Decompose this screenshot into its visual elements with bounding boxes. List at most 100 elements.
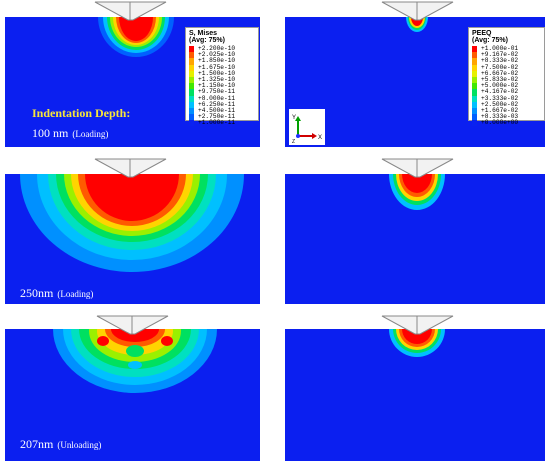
legend-swatch <box>472 101 477 108</box>
peeq-contour-plot-2 <box>389 174 445 210</box>
indenter-tip-1b <box>381 1 454 21</box>
legend-row: +8.000e-11 <box>186 94 258 102</box>
legend-row: +1.000e-01 <box>469 45 544 53</box>
legend-value: +1.000e-11 <box>198 119 236 127</box>
legend-value: +1.000e-01 <box>481 45 519 52</box>
legend-swatch <box>189 83 194 90</box>
legend-value: +1.150e-10 <box>198 82 236 90</box>
coordinate-triad: Y X Z <box>289 109 325 145</box>
legend-value: +4.167e-02 <box>481 88 519 96</box>
legend-swatch <box>472 70 477 77</box>
legend-row: +1.500e-10 <box>186 69 258 77</box>
axis-triad-icon: Y X Z <box>292 115 322 145</box>
legend-row: +6.250e-11 <box>186 100 258 108</box>
legend-swatch <box>472 95 477 102</box>
legend-value: +1.850e-10 <box>198 57 236 65</box>
peeq-contour-panel-207nm <box>285 329 545 461</box>
indenter-tip-2a <box>94 158 167 178</box>
legend-swatch <box>189 114 194 121</box>
indenter-tip-2b <box>381 158 454 178</box>
legend-value: +5.833e-02 <box>481 75 519 83</box>
legend-value: +2.200e-10 <box>198 45 236 52</box>
legend-value: +6.250e-11 <box>198 100 236 108</box>
legend-swatch <box>472 120 477 127</box>
triad-z-label: Z <box>292 139 295 145</box>
peeq-legend-title: PEEQ (Avg: 75%) <box>472 30 508 44</box>
legend-value: +8.333e-03 <box>481 113 519 121</box>
indenter-tip-1a <box>94 1 167 21</box>
legend-swatch <box>472 83 477 90</box>
depth-caption-250nm: 250nm (Loading) <box>20 286 94 300</box>
legend-swatch <box>189 46 194 53</box>
legend-swatch <box>189 76 194 84</box>
legend-swatch <box>472 52 477 59</box>
legend-row: +5.833e-02 <box>469 75 544 84</box>
legend-row: +1.325e-10 <box>186 75 258 84</box>
legend-row: +1.000e-11 <box>186 119 258 127</box>
legend-value: +8.333e-02 <box>481 57 519 65</box>
legend-swatch <box>189 120 194 127</box>
triad-x-label: X <box>318 135 322 141</box>
legend-row: +2.500e-02 <box>469 100 544 108</box>
legend-swatch <box>189 101 194 108</box>
mises-contour-panel-250nm <box>5 174 260 304</box>
depth-caption-100nm: 100 nm (Loading) <box>32 126 109 140</box>
legend-value: +2.500e-02 <box>481 100 519 108</box>
legend-swatch <box>472 114 477 121</box>
legend-swatch <box>472 76 477 84</box>
legend-row: +3.333e-02 <box>469 94 544 102</box>
legend-value: +9.750e-11 <box>198 88 236 96</box>
legend-row: +2.750e-11 <box>186 113 258 121</box>
legend-value: +1.500e-10 <box>198 69 236 77</box>
legend-value: +5.000e-02 <box>481 82 519 90</box>
mises-contour-plot-3 <box>53 329 217 393</box>
legend-value: +6.667e-02 <box>481 69 519 77</box>
indenter-tip-3a <box>96 315 169 335</box>
legend-row: +2.025e-10 <box>186 51 258 59</box>
legend-row: +1.850e-10 <box>186 57 258 65</box>
legend-swatch <box>189 89 194 96</box>
peeq-contour-plot-1 <box>406 17 428 32</box>
triad-y-label: Y <box>292 115 296 121</box>
depth-caption-207nm: 207nm (Unloading) <box>20 437 102 451</box>
legend-row: +1.150e-10 <box>186 82 258 90</box>
mises-legend: S, Mises (Avg: 75%) +2.200e-10 +2.025e-10 +… <box>185 27 259 127</box>
legend-swatch <box>189 95 194 102</box>
legend-swatch <box>189 52 194 59</box>
legend-value: +2.025e-10 <box>198 51 236 59</box>
legend-value: +2.750e-11 <box>198 113 236 121</box>
legend-value: +3.333e-02 <box>481 94 519 102</box>
legend-value: +7.500e-02 <box>481 63 519 71</box>
legend-row: +0.000e+00 <box>469 119 544 127</box>
legend-swatch <box>189 107 194 115</box>
indenter-tip-3b <box>381 315 454 335</box>
mises-legend-title: S, Mises (Avg: 75%) <box>189 30 225 44</box>
mises-contour-plot-2 <box>20 174 244 272</box>
legend-row: +8.333e-03 <box>469 113 544 121</box>
legend-value: +1.325e-10 <box>198 75 236 83</box>
legend-row: +9.167e-02 <box>469 51 544 59</box>
legend-swatch <box>472 64 477 71</box>
legend-swatch <box>472 107 477 115</box>
mises-contour-panel-207nm <box>5 329 260 461</box>
legend-value: +8.000e-11 <box>198 94 236 102</box>
legend-swatch <box>472 46 477 53</box>
legend-row: +9.750e-11 <box>186 88 258 96</box>
peeq-contour-panel-250nm <box>285 174 545 304</box>
legend-row: +4.500e-11 <box>186 107 258 115</box>
legend-row: +7.500e-02 <box>469 63 544 71</box>
legend-swatch <box>472 89 477 96</box>
legend-row: +4.167e-02 <box>469 88 544 96</box>
legend-value: +1.667e-02 <box>481 106 519 114</box>
legend-swatch <box>189 58 194 65</box>
legend-row: +8.333e-02 <box>469 57 544 65</box>
legend-row: +6.667e-02 <box>469 69 544 77</box>
legend-row: +5.000e-02 <box>469 82 544 90</box>
legend-swatch <box>189 64 194 71</box>
legend-row: +1.667e-02 <box>469 106 544 115</box>
legend-row: +1.675e-10 <box>186 64 258 71</box>
mises-contour-plot-1 <box>98 17 174 57</box>
legend-swatch <box>472 58 477 65</box>
legend-swatch <box>189 70 194 77</box>
legend-value: +0.000e+00 <box>481 119 519 127</box>
